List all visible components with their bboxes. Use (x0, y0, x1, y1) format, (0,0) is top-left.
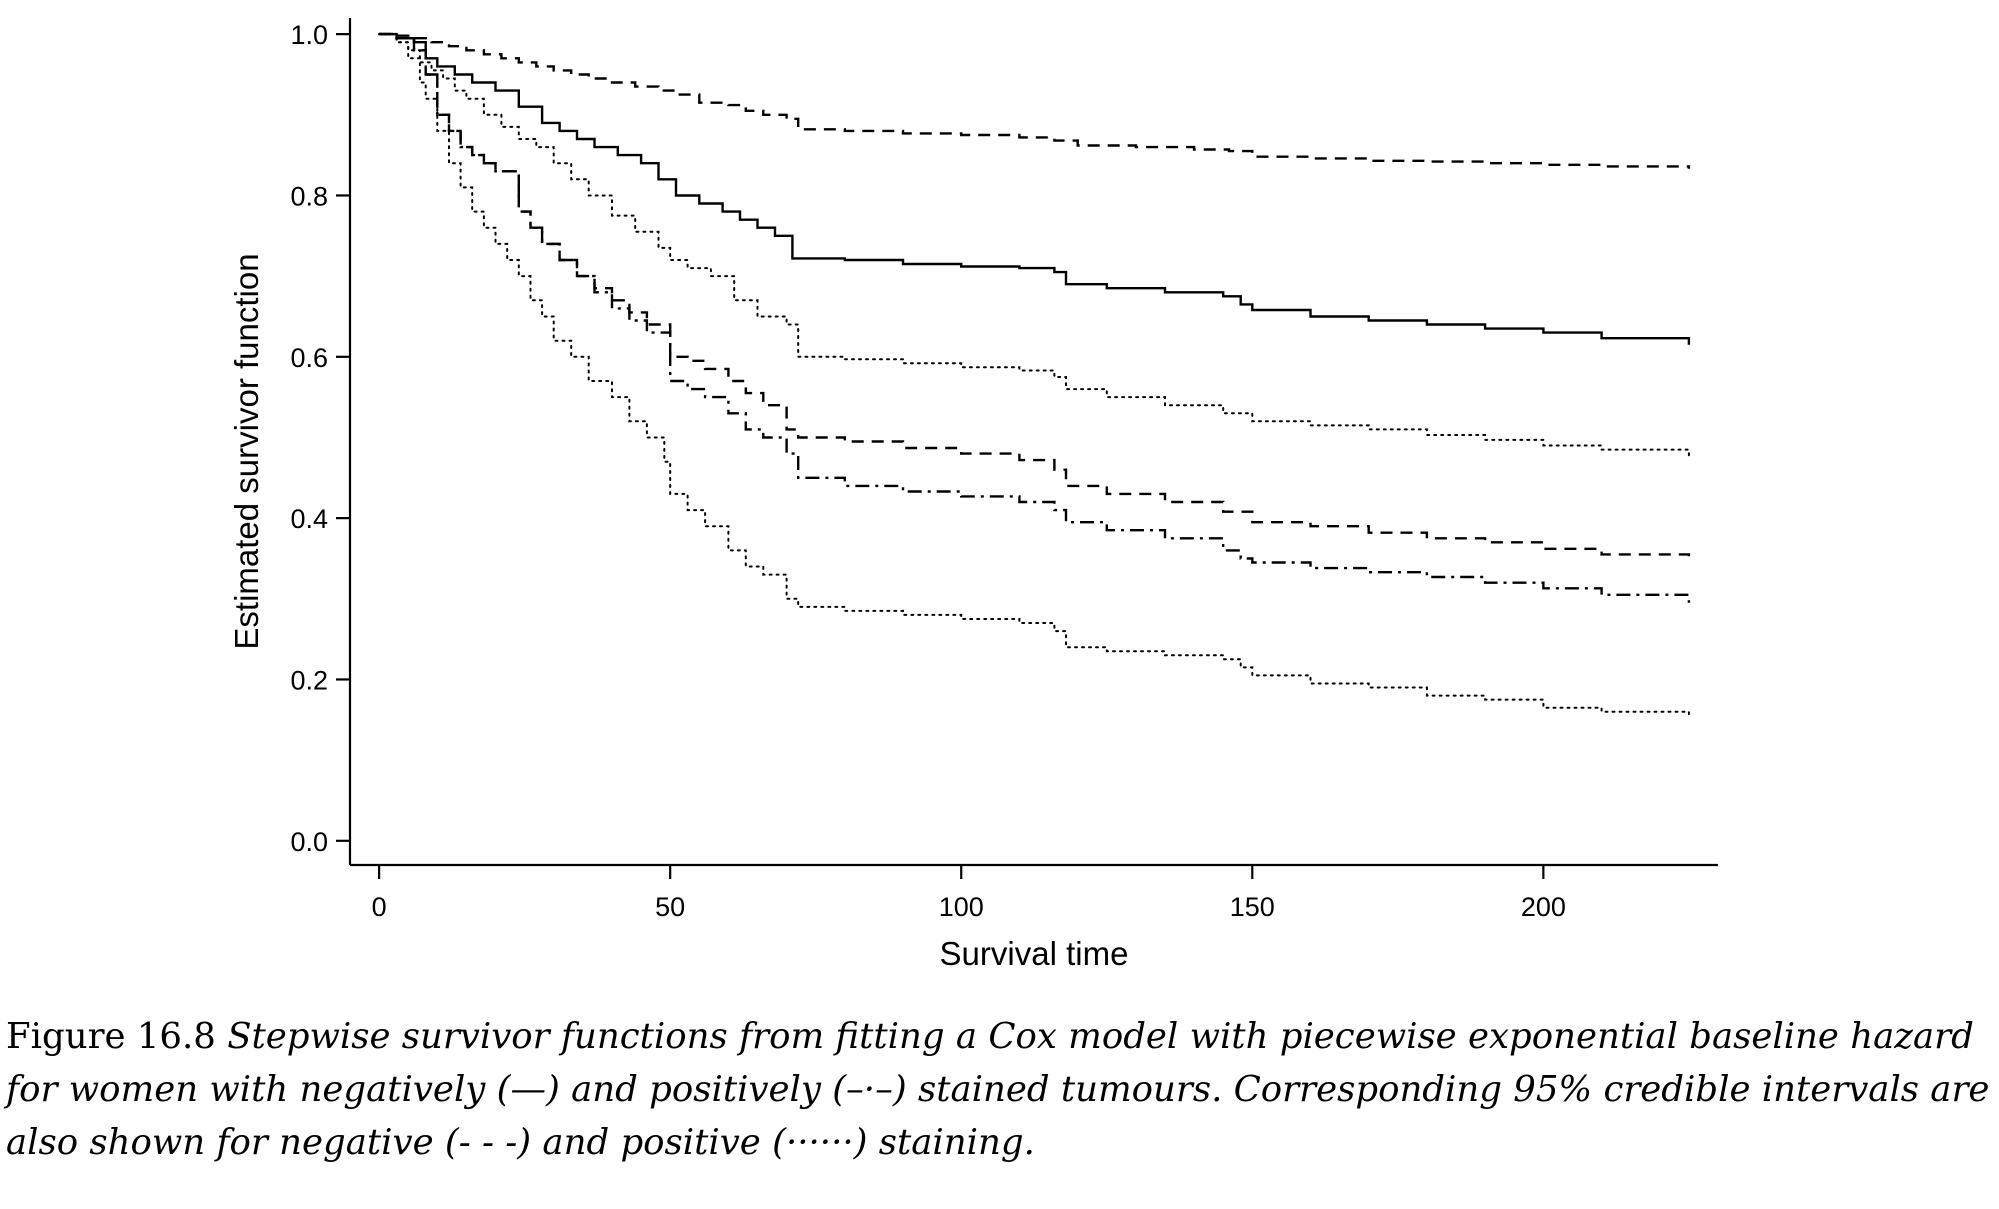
series-line-dotted-3 (378, 33, 1690, 457)
series-line-dashed-4 (379, 32, 1691, 560)
axes: 0.0 0.2 0.4 0.6 0.8 1.0 0 50 100 150 200 (290, 18, 1718, 922)
survival-chart: 0.0 0.2 0.4 0.6 0.8 1.0 0 50 100 150 200 Survival … (228, 18, 1718, 972)
figure-caption: Figure 16.8 Stepwise survivor functions … (6, 1010, 1996, 1169)
y-tick-label: 1.0 (290, 20, 328, 50)
x-tick-label: 0 (372, 892, 387, 922)
series-line-dashdot-5 (379, 32, 1691, 603)
x-axis-title: Survival time (940, 935, 1129, 972)
y-tick-label: 0.4 (290, 504, 328, 534)
y-tick-label: 0.6 (290, 343, 328, 373)
series-line-dashed-1 (379, 32, 1691, 169)
x-tick-label: 150 (1230, 892, 1275, 922)
series-layer (378, 32, 1691, 717)
y-tick-label: 0.0 (290, 827, 328, 857)
x-tick-label: 200 (1521, 892, 1566, 922)
figure-number: Figure 16.8 (6, 1016, 216, 1057)
series-line-dotted-6 (378, 33, 1690, 717)
y-tick-label: 0.2 (290, 665, 328, 695)
caption-text: Stepwise survivor functions from fitting… (6, 1016, 1990, 1163)
series-line-solid-2 (379, 32, 1691, 345)
x-tick-label: 50 (655, 892, 685, 922)
y-tick-label: 0.8 (290, 181, 328, 211)
x-tick-label: 100 (939, 892, 984, 922)
y-axis-title: Estimated survivor function (228, 253, 265, 649)
